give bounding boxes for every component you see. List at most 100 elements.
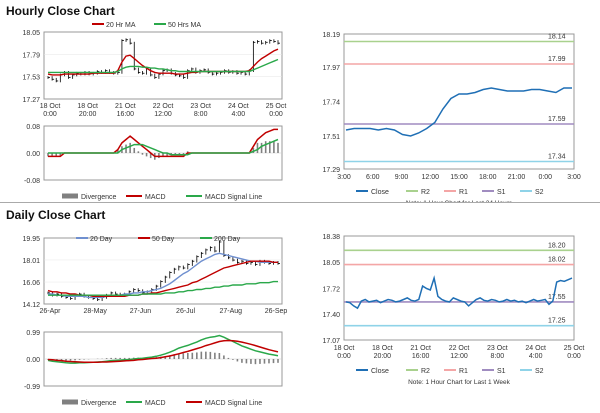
level-label-s1: 17.59: [548, 116, 566, 123]
weekly-close-chart: 18.38 18.05 17.72 17.40 17.07 18.20 18.02 17.55…: [322, 234, 585, 386]
x-tick-label: 22 Oct 12:00: [153, 103, 174, 118]
section-divider: [0, 202, 600, 203]
close-line: [345, 87, 572, 137]
close-line: [345, 275, 573, 310]
y-tick-label: 17.79: [22, 52, 40, 59]
y-tick-label: 0.00: [26, 357, 40, 364]
x-tick-label: 28-May: [84, 308, 108, 315]
y-tick-label: 17.51: [322, 134, 340, 141]
daily-section-title: Daily Close Chart: [6, 208, 106, 222]
legend-label-macd-signal-line: MACD Signal Line: [205, 194, 262, 201]
y-tick-label: 18.05: [22, 30, 40, 37]
x-tick-label: 18:00: [479, 174, 497, 181]
series-line-200-day: [48, 280, 278, 296]
plot-frame: [43, 31, 283, 100]
legend-label-r2: R2: [421, 189, 430, 196]
y-tick-label: 17.72: [322, 286, 340, 293]
x-tick-label: 24 Oct 4:00: [525, 345, 546, 360]
y-tick-label: 17.97: [322, 65, 340, 72]
hourly-price-chart: 20 Hr MA 50 Hrs MA18.0517.7917.5317.2718 …: [22, 22, 287, 118]
daily-macd-chart: 0.99 0.00 -0.99 Divergence MACD MACD Signal L…: [24, 330, 283, 407]
legend-label-r2: R2: [421, 368, 430, 375]
legend-label-s1: S1: [497, 368, 506, 375]
legend-label-close: Close: [371, 368, 389, 375]
x-tick-label: 18 Oct 0:00: [334, 345, 355, 360]
legend-label-divergence: Divergence: [81, 194, 117, 201]
hourly-macd-chart: 0.08 0.00 -0.08 Divergence MACD MACD Signal L…: [24, 124, 283, 201]
hourly-close-chart: 18.19 17.97 17.74 17.51 17.29 18.14 17.99 17.59…: [322, 32, 581, 202]
x-tick-label: 21:00: [508, 174, 526, 181]
y-tick-label: 18.01: [22, 258, 40, 265]
series-line-macd-signal-line: [48, 138, 279, 156]
legend-label-s2: S2: [535, 189, 544, 196]
x-tick-label: 18 Oct 20:00: [372, 345, 393, 360]
x-tick-label: 9:00: [395, 174, 409, 181]
hourly-section-title: Hourly Close Chart: [6, 4, 115, 18]
x-tick-label: 21 Oct 16:00: [410, 345, 431, 360]
x-tick-label: 26-Jul: [176, 308, 196, 315]
series-line-20-day: [48, 252, 278, 299]
plot-frame: [343, 235, 575, 341]
x-tick-label: 23 Oct 8:00: [190, 103, 211, 118]
x-tick-label: 27-Jun: [130, 308, 152, 315]
x-tick-label: 25 Oct 0:00: [564, 345, 585, 360]
legend-label-r1: R1: [459, 189, 468, 196]
series-line-macd-signal-line: [47, 339, 279, 364]
legend-label-r1: R1: [459, 368, 468, 375]
x-tick-label: 18 Oct 0:00: [40, 103, 61, 118]
legend-label-20-hr-ma: 20 Hr MA: [106, 22, 136, 29]
legend-label-macd: MACD: [145, 194, 166, 201]
legend-label-50-day: 50 Day: [152, 236, 175, 243]
legend-label-s2: S2: [535, 368, 544, 375]
x-tick-label: 26-Apr: [39, 308, 61, 315]
y-tick-label: 19.95: [22, 236, 40, 243]
legend-label-macd-signal-line: MACD Signal Line: [205, 400, 262, 407]
y-tick-label: 18.38: [322, 234, 340, 241]
level-label-s2: 17.25: [548, 318, 566, 325]
x-tick-label: 12:00: [421, 174, 439, 181]
y-tick-label: 0.00: [26, 151, 40, 158]
y-tick-label: 18.05: [322, 260, 340, 267]
level-label-r2: 18.14: [548, 34, 566, 41]
plot-frame: [343, 33, 575, 170]
x-tick-label: 25 Oct 0:00: [266, 103, 287, 118]
legend-label-macd: MACD: [145, 400, 166, 407]
y-tick-label: 17.07: [322, 338, 340, 345]
level-label-s1: 17.55: [548, 294, 566, 301]
y-tick-label: 14.12: [22, 302, 40, 309]
x-tick-label: 18 Oct 20:00: [77, 103, 98, 118]
legend-label-close: Close: [371, 189, 389, 196]
x-tick-label: 27-Aug: [220, 308, 243, 315]
level-label-r2: 18.20: [548, 242, 566, 249]
legend-label-50-hrs-ma: 50 Hrs MA: [168, 22, 201, 29]
y-tick-label: -0.08: [24, 178, 40, 185]
x-tick-label: 6:00: [366, 174, 380, 181]
x-tick-label: 3:00: [567, 174, 581, 181]
y-tick-label: 17.29: [322, 167, 340, 174]
y-tick-label: 0.99: [26, 330, 40, 337]
y-tick-label: 18.19: [322, 32, 340, 39]
x-tick-label: 26-Sep: [265, 308, 288, 315]
legend-label-s1: S1: [497, 189, 506, 196]
y-tick-label: -0.99: [24, 384, 40, 391]
legend-label-20-day: 20 Day: [90, 236, 113, 243]
x-tick-label: 21 Oct 16:00: [115, 103, 136, 118]
x-tick-label: 0:00: [538, 174, 552, 181]
y-tick-label: 17.40: [322, 312, 340, 319]
legend-label-divergence: Divergence: [81, 400, 117, 407]
x-tick-label: 22 Oct 12:00: [449, 345, 470, 360]
x-tick-label: 24 Oct 4:00: [228, 103, 249, 118]
level-label-r1: 18.02: [548, 257, 566, 264]
y-tick-label: 16.06: [22, 280, 40, 287]
y-tick-label: 17.74: [322, 100, 340, 107]
legend-label-200-day: 200 Day: [214, 236, 241, 243]
series-line-50-hrs-ma: [48, 58, 279, 74]
y-tick-label: 0.08: [26, 124, 40, 131]
y-tick-label: 17.53: [22, 75, 40, 82]
chart-note: Note: 1 Hour Chart for Last 1 Week: [408, 379, 511, 386]
y-tick-label: 17.27: [22, 97, 40, 104]
level-label-r1: 17.99: [548, 56, 566, 63]
daily-price-chart: 20 Day 50 Day 200 Day19.9518.0116.0614.122…: [22, 236, 288, 315]
level-label-s2: 17.34: [548, 154, 566, 161]
x-tick-label: 23 Oct 8:00: [487, 345, 508, 360]
